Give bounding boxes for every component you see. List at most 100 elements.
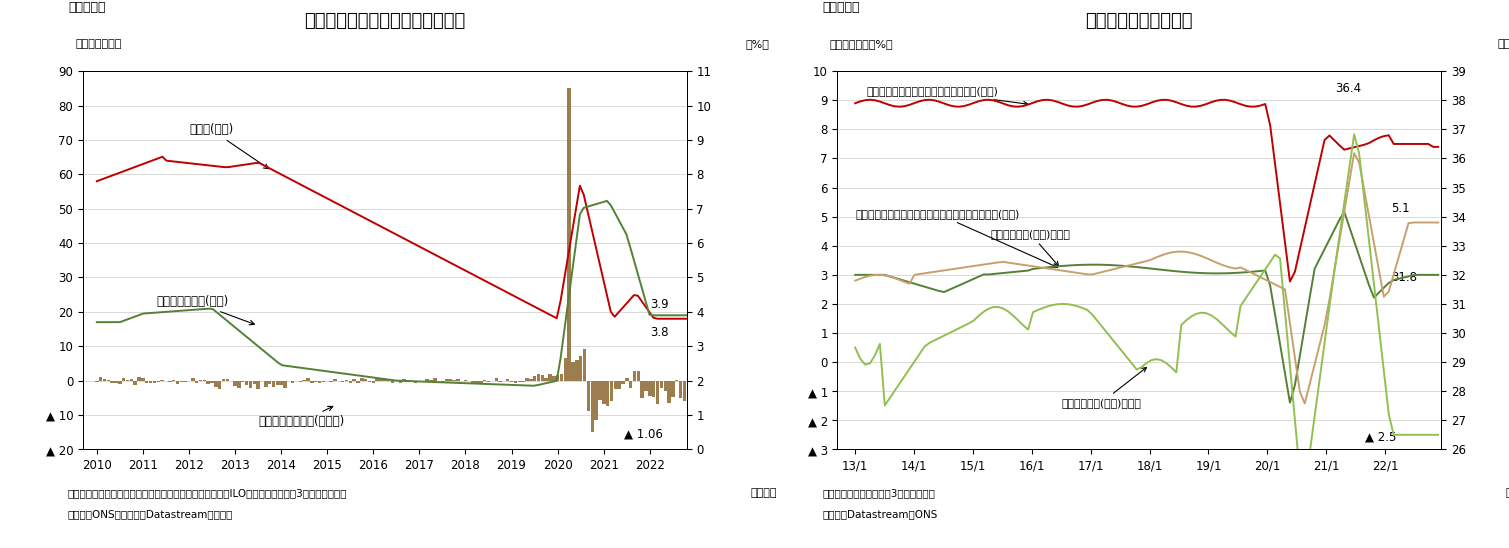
Bar <box>157 381 160 382</box>
Bar <box>506 379 510 381</box>
Bar <box>667 381 672 403</box>
Bar <box>364 379 367 381</box>
Bar <box>152 381 155 383</box>
Bar <box>145 381 148 383</box>
Text: ▲ 1.06: ▲ 1.06 <box>625 427 664 441</box>
Text: パートタイムなど含む労働者の週当たり労働時間(右軸): パートタイムなど含む労働者の週当たり労働時間(右軸) <box>856 209 1058 267</box>
Text: 3.8: 3.8 <box>650 326 668 339</box>
Bar <box>687 381 690 391</box>
Text: （月次）: （月次） <box>1504 488 1509 498</box>
Text: （月次）: （月次） <box>750 488 777 498</box>
Bar <box>682 381 687 401</box>
Bar <box>607 381 610 406</box>
Text: （時間）: （時間） <box>1497 39 1509 49</box>
Bar <box>598 381 602 399</box>
Text: フルタイム労働者の週当たり労働時間(右軸): フルタイム労働者の週当たり労働時間(右軸) <box>868 87 1028 106</box>
Text: 週当たり賃金(名目)伸び率: 週当たり賃金(名目)伸び率 <box>990 229 1070 266</box>
Bar <box>672 381 675 397</box>
Bar <box>353 379 356 381</box>
Bar <box>548 374 552 381</box>
Text: （資料）ONSのデータをDatastreamより取得: （資料）ONSのデータをDatastreamより取得 <box>68 510 234 520</box>
Bar <box>333 379 337 381</box>
Bar <box>649 381 652 396</box>
Bar <box>602 381 605 403</box>
Bar <box>149 381 152 383</box>
Bar <box>107 380 110 381</box>
Text: 申請件数の割合(右軸): 申請件数の割合(右軸) <box>157 295 255 325</box>
Bar <box>659 381 662 388</box>
Bar <box>564 358 567 381</box>
Bar <box>590 381 595 432</box>
Text: 36.4: 36.4 <box>1335 82 1361 95</box>
Bar <box>614 381 617 389</box>
Bar <box>133 381 137 385</box>
Bar <box>691 378 694 381</box>
Bar <box>595 381 598 420</box>
Bar <box>537 374 540 381</box>
Bar <box>252 381 257 384</box>
Bar <box>195 381 198 383</box>
Bar <box>217 381 222 389</box>
Bar <box>652 381 655 397</box>
Bar <box>498 381 502 382</box>
Bar <box>269 381 272 384</box>
Bar <box>202 380 207 381</box>
Bar <box>448 379 451 381</box>
Text: （注）季節調整値、後方3か月移動平均: （注）季節調整値、後方3か月移動平均 <box>822 488 936 498</box>
Bar <box>341 381 344 382</box>
Bar <box>379 379 383 381</box>
Bar <box>456 379 460 381</box>
Bar <box>480 381 483 383</box>
Bar <box>575 359 578 381</box>
Bar <box>471 381 475 383</box>
Bar <box>429 380 433 381</box>
Bar <box>234 381 237 386</box>
Bar <box>644 381 647 391</box>
Bar <box>371 381 376 384</box>
Bar <box>279 381 282 385</box>
Bar <box>130 379 133 381</box>
Text: （図表１）: （図表１） <box>68 1 106 14</box>
Text: 31.8: 31.8 <box>1391 271 1417 284</box>
Bar <box>115 381 118 384</box>
Text: 週当たり賃金(実質)伸び率: 週当たり賃金(実質)伸び率 <box>1061 368 1147 408</box>
Text: （前年同期比、%）: （前年同期比、%） <box>830 39 893 49</box>
Bar <box>445 379 448 381</box>
Bar <box>103 379 106 381</box>
Bar <box>545 378 548 381</box>
Bar <box>403 379 406 381</box>
Bar <box>172 380 175 381</box>
Bar <box>567 88 570 381</box>
Bar <box>530 379 533 381</box>
Bar <box>513 381 518 383</box>
Bar <box>291 381 294 383</box>
Bar <box>122 378 125 381</box>
Bar <box>664 381 667 391</box>
Bar <box>241 381 244 382</box>
Bar <box>622 381 625 384</box>
Text: 英国の失業保険申請件数、失業率: 英国の失業保険申請件数、失業率 <box>305 12 465 30</box>
Text: 賃金・労働時間の推移: 賃金・労働時間の推移 <box>1085 12 1194 30</box>
Bar <box>237 381 240 388</box>
Bar <box>175 381 180 384</box>
Text: （%）: （%） <box>745 39 770 49</box>
Bar <box>552 376 555 381</box>
Bar <box>441 381 444 383</box>
Bar <box>555 375 560 381</box>
Bar <box>311 381 314 383</box>
Bar <box>475 381 478 383</box>
Bar <box>525 378 528 381</box>
Bar <box>540 375 545 381</box>
Bar <box>329 381 333 382</box>
Bar <box>391 381 394 383</box>
Text: 5.1: 5.1 <box>1391 202 1409 215</box>
Bar <box>180 381 183 383</box>
Text: （図表２）: （図表２） <box>822 1 860 14</box>
Bar <box>257 381 260 389</box>
Bar <box>137 376 140 381</box>
Bar <box>617 381 620 389</box>
Text: （件数、万件）: （件数、万件） <box>75 39 122 49</box>
Text: （資料）Datastream、ONS: （資料）Datastream、ONS <box>822 510 937 520</box>
Bar <box>610 381 613 401</box>
Bar <box>142 378 145 381</box>
